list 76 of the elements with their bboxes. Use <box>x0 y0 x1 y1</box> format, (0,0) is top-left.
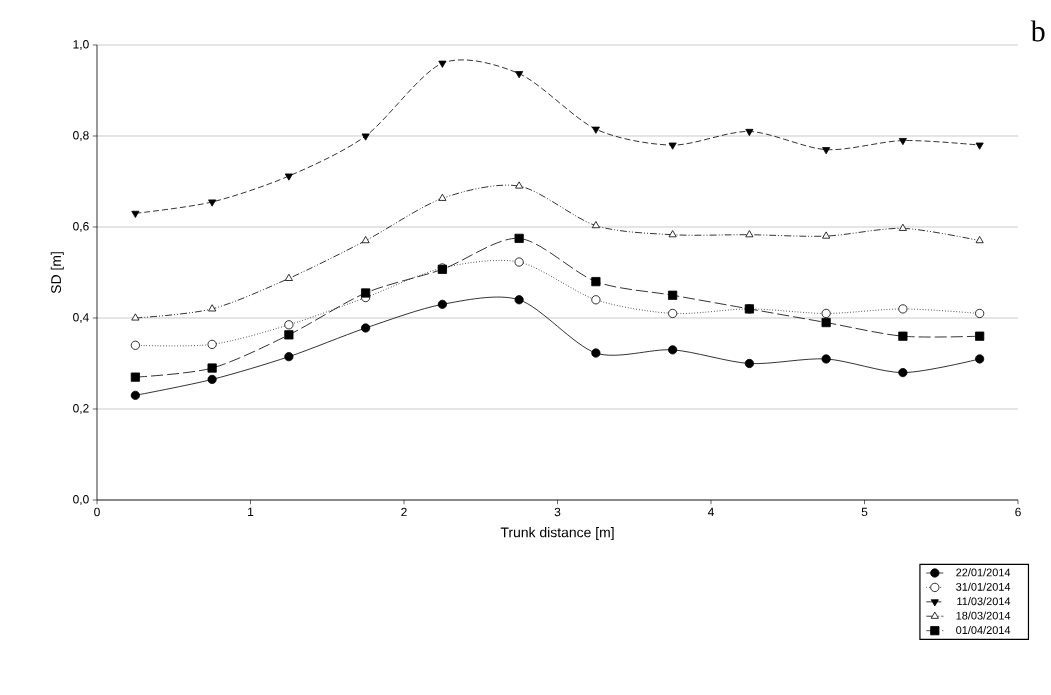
point <box>361 323 371 333</box>
point <box>668 308 678 319</box>
point <box>745 230 754 238</box>
point <box>821 354 831 364</box>
point <box>130 340 140 350</box>
point <box>591 126 600 134</box>
point <box>975 354 985 364</box>
point <box>130 372 140 382</box>
point <box>207 339 217 349</box>
point <box>284 273 293 281</box>
legend-label: 22/01/2014 <box>956 568 1011 577</box>
point <box>514 233 524 243</box>
point <box>438 60 447 68</box>
point <box>591 348 601 358</box>
point <box>284 173 293 181</box>
legend-label: 18/03/2014 <box>956 611 1011 620</box>
x-tick-label: 4 <box>707 507 714 516</box>
y-tick-label: 0,8 <box>73 131 89 141</box>
point <box>208 304 217 312</box>
text: b <box>1030 20 1045 42</box>
point <box>591 277 601 287</box>
point <box>514 257 524 267</box>
point <box>821 308 831 319</box>
x-tick-label: 6 <box>1015 507 1021 517</box>
x-axis-title: Trunk distance [m] <box>500 527 614 541</box>
point <box>284 330 294 340</box>
y-tick-label: 0,6 <box>73 222 89 232</box>
point <box>207 363 217 373</box>
y-tick-label: 0,0 <box>73 495 89 505</box>
x-tick-label: 0 <box>94 507 100 517</box>
point <box>822 231 831 239</box>
point <box>744 358 754 369</box>
point <box>131 313 140 321</box>
point <box>975 308 985 319</box>
point <box>898 138 907 146</box>
point <box>131 210 140 218</box>
point <box>975 236 984 244</box>
point <box>514 295 524 305</box>
legend-label: 11/03/2014 <box>957 597 1011 606</box>
y-tick-label: 0,4 <box>73 313 89 323</box>
point <box>668 142 677 150</box>
x-tick-label: 1 <box>248 507 254 516</box>
point <box>515 181 524 189</box>
point <box>898 331 908 341</box>
point <box>438 193 447 201</box>
point <box>745 128 754 137</box>
y-axis-title: SD [m] <box>50 252 64 294</box>
point <box>591 221 600 229</box>
point <box>361 236 370 244</box>
point <box>668 345 678 355</box>
point <box>668 290 678 300</box>
point <box>437 299 447 309</box>
point <box>898 304 908 314</box>
point <box>284 352 294 362</box>
legend-label: 31/01/2014 <box>956 582 1011 591</box>
point <box>975 331 985 341</box>
point <box>898 368 908 378</box>
point <box>130 390 140 400</box>
x-tick-label: 3 <box>554 507 561 517</box>
point <box>668 230 677 238</box>
point <box>361 288 371 298</box>
point <box>975 142 984 150</box>
point <box>515 71 524 79</box>
point <box>822 147 831 155</box>
x-tick-label: 2 <box>401 507 407 517</box>
point <box>208 199 217 207</box>
y-tick-label: 0,2 <box>73 404 89 414</box>
legend-label: 01/04/2014 <box>956 625 1011 634</box>
point <box>284 320 294 330</box>
point <box>207 374 217 385</box>
point <box>821 317 831 328</box>
y-tick-label: 1,0 <box>73 40 89 50</box>
point <box>361 133 370 141</box>
point <box>898 223 907 231</box>
x-tick-label: 5 <box>861 507 868 517</box>
point <box>591 295 601 305</box>
